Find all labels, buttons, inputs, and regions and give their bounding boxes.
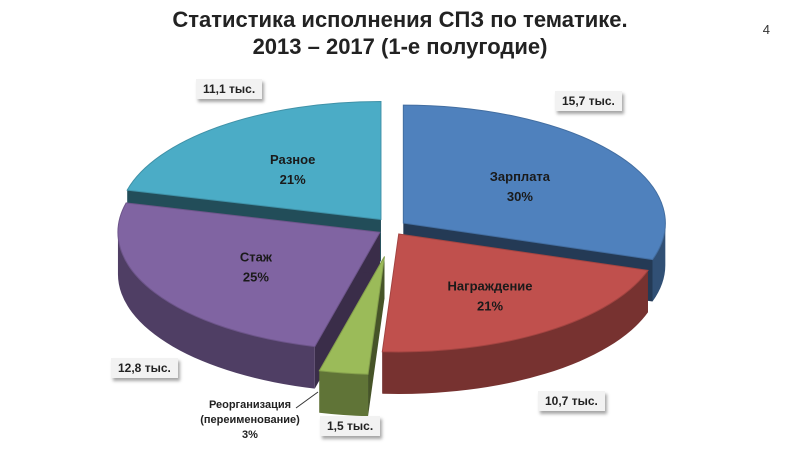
slice-rim-stazh xyxy=(117,232,315,389)
slice-reorganizatsiya xyxy=(318,256,385,375)
callout-reorganizatsiya: 1,5 тыс. xyxy=(320,416,381,436)
slice-raznoe xyxy=(126,100,382,221)
pie-tops xyxy=(117,100,666,375)
slice-name-stazh: Стаж xyxy=(240,249,273,264)
leader-line-reorganizatsiya xyxy=(295,391,319,409)
slice-rim-nagrazhdenie xyxy=(382,270,648,394)
callout-raznoe: 11,1 тыс. xyxy=(196,79,263,99)
slice-name-zarplata: Зарплата xyxy=(490,169,551,184)
slice-name-raznoe: Разное xyxy=(270,152,315,167)
slice-rim-reorganizatsiya xyxy=(319,370,369,417)
slice-percent-reorganizatsiya: 3% xyxy=(242,429,258,441)
callout-stazh: 12,8 тыс. xyxy=(111,358,178,378)
slice-name-nagrazhdenie: Награждение xyxy=(448,278,533,293)
slice-percent-raznoe: 21% xyxy=(280,172,306,187)
callout-zarplata: 15,7 тыс. xyxy=(555,91,622,111)
slice-percent-stazh: 25% xyxy=(243,269,269,284)
slice-stazh xyxy=(117,202,381,348)
pie-leader-lines xyxy=(295,391,319,409)
chart-title: Статистика исполнения СПЗ по тематике. 2… xyxy=(0,6,800,60)
slice-zarplata xyxy=(402,104,666,261)
slice-label-reorganizatsiya: Реорганизация (переименование) 3% xyxy=(180,398,320,443)
chart-title-line2: 2013 – 2017 (1-е полугодие) xyxy=(252,34,548,59)
slice-percent-zarplata: 30% xyxy=(507,189,533,204)
slice-percent-nagrazhdenie: 21% xyxy=(477,298,503,313)
slice-nagrazhdenie xyxy=(381,233,649,353)
chart-title-line1: Статистика исполнения СПЗ по тематике. xyxy=(172,7,628,32)
page-number: 4 xyxy=(762,22,770,37)
pie-inner-labels: Зарплата 30% Награждение 21% Стаж 25% Разное 21… xyxy=(240,152,551,313)
callout-nagrazhdenie: 10,7 тыс. xyxy=(538,391,605,411)
slice-name-reorganizatsiya: Реорганизация (переименование) xyxy=(200,399,300,426)
